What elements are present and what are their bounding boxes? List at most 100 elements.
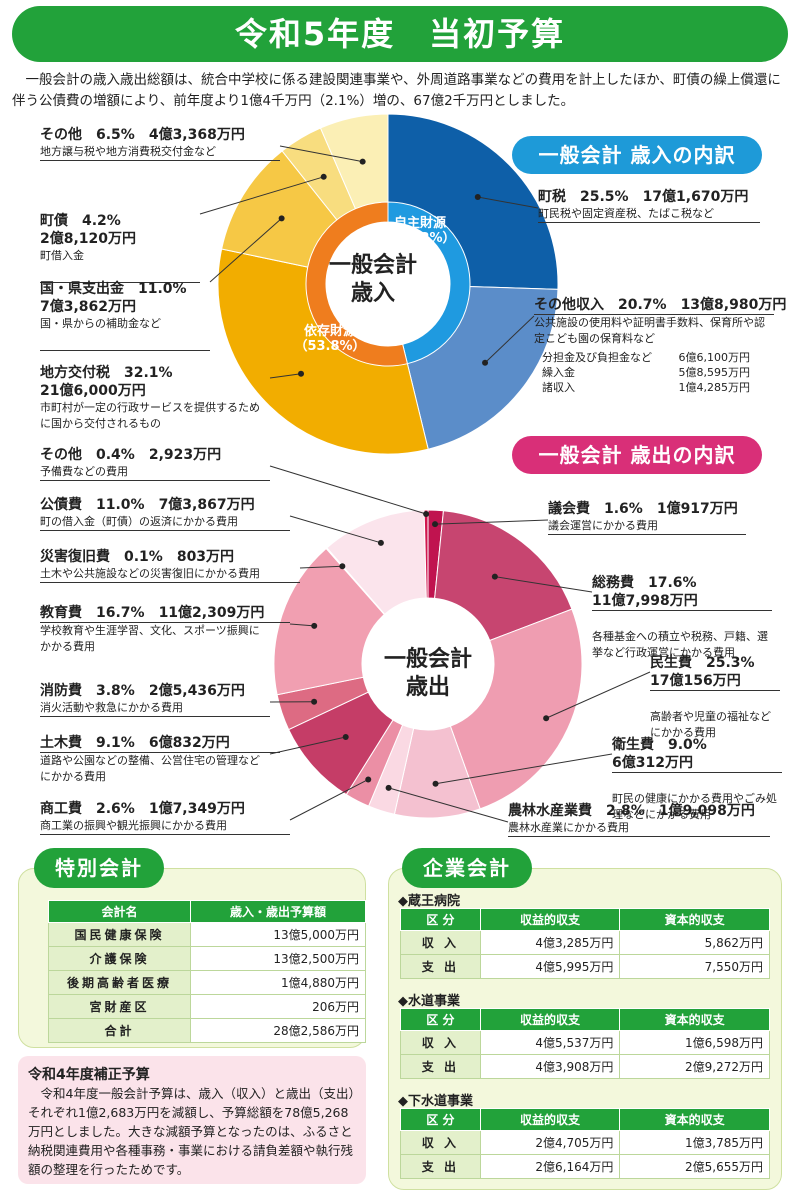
leader-other [269, 465, 427, 515]
dependent-label: 依存財源 [303, 324, 356, 339]
breakdown-row: 分担金及び負担金など 6億6,100万円 [542, 351, 750, 364]
enterprise-table-sewer: 区 分 収益的収支 資本的収支 収 入 2億4,705万円 1億3,785万円 支 … [400, 1108, 770, 1179]
leader-subsidies [209, 217, 282, 283]
leader-bonds-dot [320, 173, 327, 180]
exp-label-health: 衛生費 9.0% 6億312万円 町民の健康にかかる費用やごみ処理などにかかる費… [612, 718, 782, 841]
revenue-center-line1: 一般会計 [328, 253, 417, 278]
leader-council [435, 519, 549, 525]
breakdown-row: 諸収入 1億4,285万円 [542, 381, 750, 394]
enterprise-account-heading: 企業会計 [402, 848, 532, 888]
exp-label-council: 議会費 1.6% 1億917万円 議会運営にかかる費用 [548, 500, 746, 535]
col-header: 歳入・歳出予算額 [190, 900, 366, 923]
rev-label-other-income: その他収入 20.7% 13億8,980万円 公共施設の使用料や証明書手数料、保… [534, 297, 787, 345]
revenue-slice-bonds [281, 127, 357, 223]
table-row: 収 入 4億3,285万円 5,862万円 [400, 930, 770, 955]
exp-label-disaster: 災害復旧費 0.1% 803万円 土木や公共施設などの災害復旧にかかる費用 [40, 548, 300, 583]
table-row: 支 出 2億6,164万円 2億5,655万円 [400, 1154, 770, 1179]
expenditure-slice-council [427, 509, 445, 599]
table-row: 合計 28億2,586万円 [47, 1018, 366, 1043]
exp-label-fire: 消防費 3.8% 2億5,436万円 消火活動や救急にかかる費用 [40, 682, 270, 717]
leader-health-dot [432, 780, 439, 787]
leader-disaster [299, 565, 343, 569]
leader-health [435, 753, 613, 785]
leader-town-tax-dot [474, 194, 481, 201]
breakdown-row: 繰入金 5億8,595万円 [542, 366, 750, 379]
leader-agriculture [388, 787, 509, 823]
dependent-pct: （53.8%） [294, 339, 366, 354]
exp-label-commerce: 商工費 2.6% 1億7,349万円 商工業の振興や観光振興にかかる費用 [40, 800, 290, 835]
leader-general-affairs-dot [491, 573, 498, 580]
expenditure-center-line2: 歳出 [405, 675, 450, 700]
expenditure-center-line1: 一般会計 [383, 647, 472, 672]
exp-label-general-affairs: 総務費 17.6% 11億7,998万円 各種基金への積立や税務、戸籍、選挙など… [592, 556, 772, 679]
leader-agriculture-dot [385, 784, 392, 791]
table-row: 収 入 4億5,537万円 1億6,598万円 [400, 1030, 770, 1055]
enterprise-section-title: ◆下水道事業 [398, 1094, 473, 1109]
leader-debt [289, 515, 382, 544]
leader-council-dot [432, 521, 439, 528]
leader-disaster-dot [339, 563, 346, 570]
page-title: 令和5年度 当初予算 [12, 6, 788, 62]
expenditure-slice-health [393, 725, 481, 819]
enterprise-section-title: ◆水道事業 [398, 994, 460, 1009]
table-row: 支 出 4億3,908万円 2億9,272万円 [400, 1054, 770, 1079]
exp-label-civil: 土木費 9.1% 6億832万円 道路や公園などの整備、公営住宅の管理などにかか… [40, 734, 280, 785]
special-account-table: 会計名 歳入・歳出予算額 国民健康保険 13億5,000万円 介護保険 13億2,5… [47, 900, 366, 1043]
rev-label-town-tax: 町税 25.5% 17億1,670万円 町民税や固定資産税、たばこ税など [538, 188, 760, 223]
other-income-breakdown: 分担金及び負担金など 6億6,100万円 繰入金 5億8,595万円 諸収入 1億4,… [542, 350, 750, 395]
leader-local-allocation-dot [298, 370, 305, 377]
leader-commerce [289, 779, 369, 821]
intro-text: 一般会計の歳入歳出総額は、統合中学校に係る建設関連事業や、外周道路事業などの費用… [12, 72, 781, 109]
enterprise-section-title: ◆蔵王病院 [398, 894, 460, 909]
supplementary-budget-title: 令和4年度補正予算 [28, 1067, 150, 1083]
table-row: 介護保険 13億2,500万円 [47, 946, 366, 971]
table-row: 後期高齢者医療 1億4,880万円 [47, 970, 366, 995]
expenditure-slice-debt [326, 509, 427, 615]
exp-label-agriculture: 農林水産業費 2.8% 1億9,098万円 農林水産業にかかる費用 [508, 802, 770, 837]
exp-label-welfare: 民生費 25.3% 17億156万円 高齢者や児童の福祉などにかかる費用 [650, 636, 780, 759]
exp-label-education: 教育費 16.7% 11億2,309万円 学校教育や生涯学習、文化、スポーツ振興… [40, 604, 290, 655]
expenditure-slice-other [423, 509, 429, 599]
leader-other-dot [359, 158, 366, 165]
leader-education-dot [311, 622, 318, 629]
leader-debt-dot [377, 539, 384, 546]
supplementary-budget-box: 令和4年度補正予算 令和4年度一般会計予算は、歳入（収入）と歳出（支出）それぞれ… [18, 1056, 366, 1184]
revenue-slice-other [319, 113, 389, 212]
table-row: 収 入 2億4,705万円 1億3,785万円 [400, 1130, 770, 1155]
leader-bonds [199, 176, 324, 215]
leader-civil-dot [342, 734, 349, 741]
leader-other-income-dot [482, 359, 489, 366]
enterprise-table-water: 区 分 収益的収支 資本的収支 収 入 4億5,537万円 1億6,598万円 支 … [400, 1008, 770, 1079]
revenue-heading: 一般会計 歳入の内訳 [512, 136, 762, 174]
rev-label-subsidies: 国・県支出金 11.0% 7億3,862万円 国・県からの補助金など [40, 262, 210, 351]
leader-fire-dot [311, 698, 318, 705]
expenditure-slice-disaster [325, 547, 386, 616]
special-account-heading: 特別会計 [34, 848, 164, 888]
col-header: 会計名 [47, 900, 192, 923]
expenditure-slice-civil [287, 691, 394, 796]
table-row: 宮財産区 206万円 [47, 994, 366, 1019]
revenue-center-line2: 歳入 [350, 281, 395, 306]
leader-education [289, 623, 315, 627]
rev-label-bonds: 町債 4.2% 2億8,120万円 町借入金 [40, 194, 200, 283]
exp-label-other: その他 0.4% 2,923万円 予備費などの費用 [40, 446, 270, 481]
table-row: 支 出 4億5,995万円 7,550万円 [400, 954, 770, 979]
leader-town-tax [477, 196, 539, 209]
table-row: 国民健康保険 13億5,000万円 [47, 922, 366, 947]
leader-other-income [484, 315, 535, 364]
expenditure-slice-fire [276, 676, 369, 731]
revenue-slice-subsidies [221, 150, 339, 269]
exp-label-debt: 公債費 11.0% 7億3,867万円 町の借入金（町債）の返済にかかる費用 [40, 496, 290, 531]
leader-civil [269, 736, 346, 755]
rev-label-local-allocation: 地方交付税 32.1% 21億6,000万円 市町村が一定の行政サービスを提供す… [40, 365, 260, 430]
leader-other [279, 145, 363, 163]
expenditure-slice-commerce [345, 719, 404, 807]
leader-general-affairs [494, 576, 593, 593]
rev-label-other: その他 6.5% 4億3,368万円 地方譲与税や地方消費税交付金など [40, 126, 280, 161]
supplementary-budget-body: 令和4年度一般会計予算は、歳入（収入）と歳出（支出）それぞれ1億2,683万円を… [28, 1086, 355, 1177]
self-financed-label: 自主財源 [393, 216, 446, 231]
leader-commerce-dot [365, 776, 372, 783]
leader-other-dot [423, 511, 430, 518]
leader-subsidies-dot [278, 215, 285, 222]
